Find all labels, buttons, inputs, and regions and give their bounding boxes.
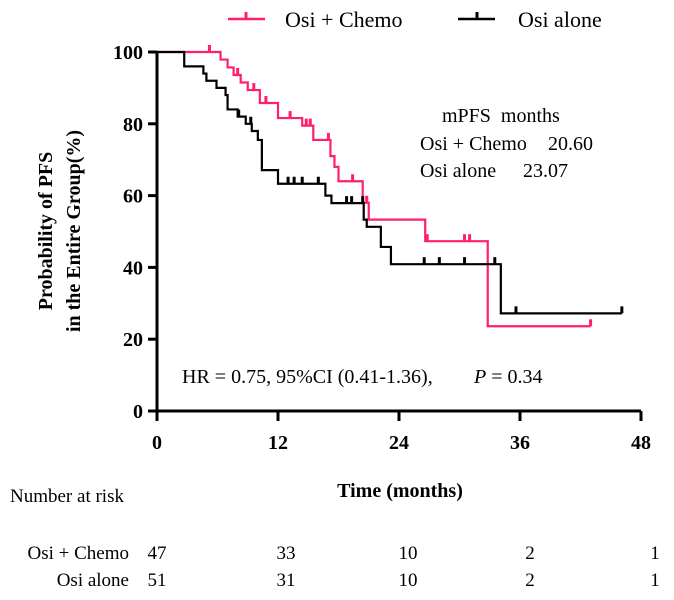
mpfs-row-osi-alone: Osi alone 23.07	[420, 160, 568, 182]
risk-value: 31	[277, 570, 296, 591]
risk-value: 47	[148, 543, 167, 564]
y-tick-label: 100	[113, 42, 143, 64]
hr-annotation: HR = 0.75, 95%CI (0.41-1.36), P = 0.34	[182, 366, 543, 388]
axes: 0 20 40 60 80 100 0 12 24 36 48	[113, 42, 651, 454]
mpfs-label-osi-chemo: Osi + Chemo	[420, 133, 527, 155]
mpfs-row-osi-chemo: Osi + Chemo 20.60	[420, 133, 593, 155]
y-axis-title-line-2: in the Entire Group(%)	[63, 130, 85, 332]
legend-item-osi-alone: Osi alone	[458, 7, 602, 32]
risk-value: 2	[525, 543, 535, 564]
risk-value: 10	[399, 543, 418, 564]
risk-row-label: Osi alone	[57, 570, 129, 591]
y-axis-title-line-1: Probability of PFS	[35, 152, 57, 311]
p-value: P = 0.34	[473, 366, 543, 388]
y-tick-label: 20	[123, 329, 143, 351]
legend-label-osi-alone: Osi alone	[518, 7, 602, 32]
survival-curves	[157, 45, 624, 328]
survival-line-osi-alone	[157, 50, 622, 315]
series-osi-chemo	[157, 45, 593, 328]
survival-line-osi-chemo	[157, 50, 591, 328]
mpfs-label-osi-alone: Osi alone	[420, 160, 496, 182]
risk-value: 33	[277, 543, 296, 564]
y-tick-label: 0	[133, 401, 143, 423]
risk-row-osi-chemo: Osi + Chemo 47 33 10 2 1	[28, 543, 660, 564]
legend-item-osi-chemo: Osi + Chemo	[228, 7, 403, 32]
series-osi-alone	[157, 50, 624, 315]
risk-value: 10	[399, 570, 418, 591]
risk-table-title: Number at risk	[10, 486, 124, 507]
mpfs-annotation: mPFS months Osi + Chemo 20.60 Osi alone …	[420, 105, 593, 182]
x-tick-label: 0	[152, 432, 162, 454]
risk-value: 1	[650, 570, 660, 591]
risk-value: 2	[525, 570, 535, 591]
risk-row-osi-alone: Osi alone 51 31 10 2 1	[57, 570, 660, 591]
x-tick-label: 48	[631, 432, 651, 454]
x-tick-label: 24	[389, 432, 409, 454]
y-axis-title: Probability of PFS in the Entire Group(%…	[35, 130, 85, 332]
y-tick-label: 40	[123, 257, 143, 279]
mpfs-value-osi-chemo: 20.60	[548, 133, 593, 155]
risk-value: 1	[650, 543, 660, 564]
mpfs-value-osi-alone: 23.07	[523, 160, 568, 182]
legend: Osi + Chemo Osi alone	[228, 7, 602, 32]
x-axis-title: Time (months)	[337, 480, 463, 502]
p-label: P	[473, 366, 486, 388]
risk-row-label: Osi + Chemo	[28, 543, 130, 564]
x-tick-label: 12	[268, 432, 288, 454]
y-tick-label: 80	[123, 114, 143, 136]
mpfs-header: mPFS months	[442, 105, 560, 127]
y-tick-label: 60	[123, 186, 143, 208]
risk-table: Number at risk Osi + Chemo 47 33 10 2 1 …	[10, 486, 660, 591]
p-text: = 0.34	[486, 366, 542, 388]
legend-label-osi-chemo: Osi + Chemo	[285, 7, 403, 32]
hr-text: HR = 0.75, 95%CI (0.41-1.36),	[182, 366, 433, 388]
x-tick-label: 36	[510, 432, 530, 454]
risk-value: 51	[148, 570, 167, 591]
